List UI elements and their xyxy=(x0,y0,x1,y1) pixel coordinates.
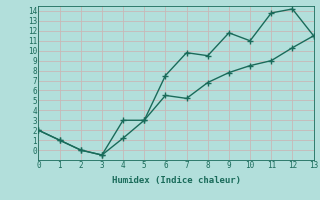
X-axis label: Humidex (Indice chaleur): Humidex (Indice chaleur) xyxy=(111,176,241,185)
